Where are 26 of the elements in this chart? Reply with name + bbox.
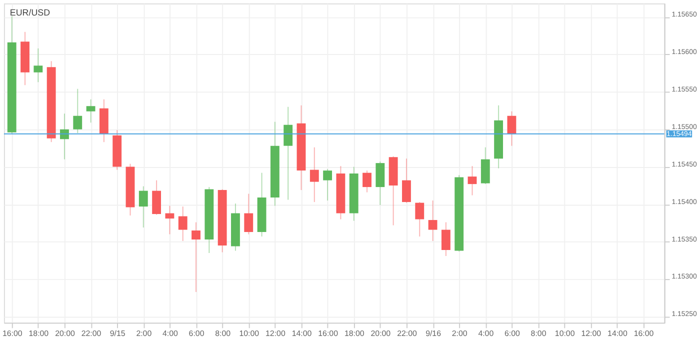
x-tick-label: 8:00 xyxy=(215,329,232,338)
x-tick-label: 2:00 xyxy=(452,329,468,338)
x-tick-label: 9/16 xyxy=(426,329,442,338)
x-tick-label: 16:00 xyxy=(2,329,23,338)
chart-title: EUR/USD xyxy=(10,7,50,18)
x-tick-label: 4:00 xyxy=(478,329,494,338)
x-tick-label: 16:00 xyxy=(634,329,654,338)
x-tick-label: 12:00 xyxy=(266,329,286,338)
x-tick-label: 20:00 xyxy=(55,329,76,338)
x-tick-label: 2:00 xyxy=(136,329,152,338)
x-tick-label: 18:00 xyxy=(28,329,50,338)
x-tick-label: 4:00 xyxy=(162,329,179,338)
x-tick-label: 22:00 xyxy=(397,329,418,338)
x-tick-label: 18:00 xyxy=(344,329,365,338)
x-tick-label: 22:00 xyxy=(81,329,102,338)
x-tick-label: 14:00 xyxy=(292,329,312,338)
x-tick-label: 6:00 xyxy=(188,329,205,338)
x-tick-label: 10:00 xyxy=(239,329,260,338)
x-tick-label: 20:00 xyxy=(370,329,392,338)
x-tick-label: 8:00 xyxy=(530,329,547,338)
x-tick-label: 12:00 xyxy=(581,329,602,338)
x-tick-label: 16:00 xyxy=(318,329,339,338)
x-tick-label: 9/15 xyxy=(110,329,126,338)
x-tick-label: 10:00 xyxy=(554,329,576,338)
x-tick-label: 14:00 xyxy=(608,329,628,338)
x-tick-label: 6:00 xyxy=(504,329,521,338)
